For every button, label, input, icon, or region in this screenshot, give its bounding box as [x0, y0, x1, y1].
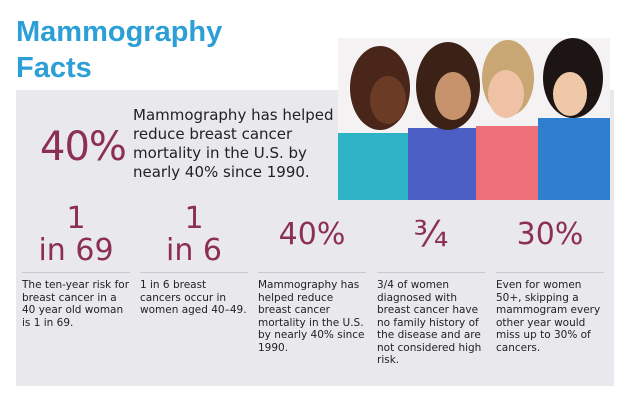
fact-text: 3/4 of women diagnosed with breast cance…	[377, 279, 482, 366]
divider	[140, 272, 248, 273]
fact-text: The ten-year risk for breast cancer in a…	[22, 279, 130, 329]
title-line: Facts	[16, 52, 92, 84]
stat-line: 1	[184, 201, 204, 236]
divider	[377, 272, 485, 273]
fact-text: Even for women 50+, skipping a mammogram…	[496, 279, 601, 354]
title: Mammography Facts	[16, 14, 222, 86]
divider	[496, 272, 604, 273]
fact-column: 1 in 6 1 in 6 breast cancers occur in wome…	[140, 200, 248, 317]
highlight-stat: 40%	[40, 124, 127, 170]
fact-stat: 40%	[258, 200, 366, 270]
divider	[258, 272, 366, 273]
fact-text: 1 in 6 breast cancers occur in women age…	[140, 279, 247, 316]
fact-column: 1 in 69 The ten-year risk for breast cance…	[22, 200, 130, 329]
stat-line: ¾	[413, 214, 449, 255]
stat-line: in 6	[166, 233, 222, 268]
title-line: Mammography	[16, 16, 223, 48]
stat-line: 1	[66, 201, 86, 236]
fact-stat: 30%	[496, 200, 604, 270]
highlight-text: Mammography has helped reduce breast can…	[133, 106, 334, 181]
fact-text: Mammography has helped reduce breast can…	[258, 279, 365, 354]
fact-column: ¾ 3/4 of women diagnosed with breast canc…	[377, 200, 485, 367]
fact-column: 40% Mammography has helped reduce breast …	[258, 200, 366, 354]
fact-stat: ¾	[377, 200, 485, 270]
fact-stat: 1 in 69	[22, 200, 130, 270]
divider	[22, 272, 130, 273]
stat-line: 40%	[278, 217, 346, 252]
fact-column: 30% Even for women 50+, skipping a mammog…	[496, 200, 604, 354]
stat-line: 30%	[516, 217, 584, 252]
stat-line: in 69	[38, 233, 114, 268]
fact-stat: 1 in 6	[140, 200, 248, 270]
photo	[338, 38, 610, 200]
